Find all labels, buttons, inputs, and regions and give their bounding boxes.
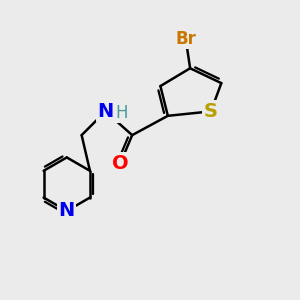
Text: Br: Br (175, 29, 196, 47)
Text: O: O (112, 154, 129, 173)
Text: H: H (116, 104, 128, 122)
Text: N: N (97, 102, 113, 121)
Text: N: N (59, 201, 75, 220)
Text: S: S (204, 102, 218, 121)
